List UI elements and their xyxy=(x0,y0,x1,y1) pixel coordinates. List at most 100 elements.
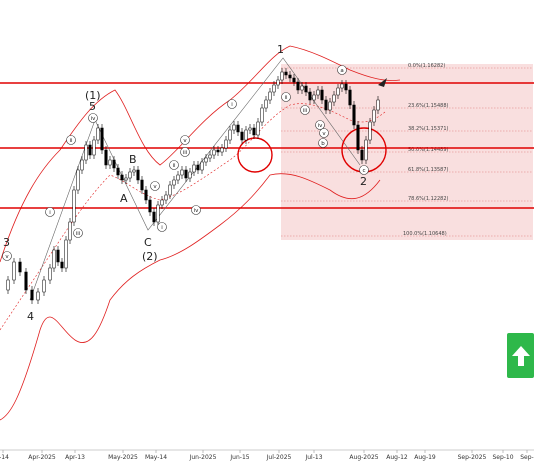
candle xyxy=(204,157,208,163)
minor-wave-label: c xyxy=(362,168,365,174)
x-tick-label: Sep- xyxy=(520,454,533,461)
candle xyxy=(180,169,184,176)
x-tick-label: Aug-2025 xyxy=(349,454,378,461)
candle xyxy=(36,291,40,301)
candle xyxy=(312,94,316,101)
candle xyxy=(336,87,340,96)
minor-wave-label: iii xyxy=(303,108,308,114)
minor-wave-label: v xyxy=(5,254,9,260)
minor-wave-marker xyxy=(157,222,167,232)
candle xyxy=(128,171,132,179)
candle xyxy=(12,261,16,281)
candle xyxy=(324,99,328,111)
candle xyxy=(88,144,92,156)
fib-label: 100.0%(1.10648) xyxy=(403,231,447,237)
candle xyxy=(18,261,22,273)
candle xyxy=(316,89,320,96)
candle xyxy=(188,171,192,179)
minor-wave-marker xyxy=(191,205,201,215)
minor-wave-label: iv xyxy=(91,116,97,122)
candle xyxy=(340,83,344,89)
x-tick-label: Sep-2025 xyxy=(458,454,487,461)
candle xyxy=(30,289,34,301)
x-tick-label: Sep-10 xyxy=(492,454,513,461)
x-tick-label: May-14 xyxy=(145,454,167,461)
minor-wave-label: i xyxy=(231,102,233,108)
candle xyxy=(64,239,68,269)
candle xyxy=(60,261,64,269)
x-tick-label: r-14 xyxy=(0,454,9,461)
minor-wave-marker xyxy=(66,135,76,145)
candle xyxy=(216,149,220,153)
candle xyxy=(192,164,196,173)
candle xyxy=(256,121,260,136)
buy-button[interactable] xyxy=(507,333,534,378)
candle xyxy=(288,74,292,79)
minor-wave-marker xyxy=(73,228,83,238)
x-tick-label: Apr-2025 xyxy=(28,454,56,461)
minor-wave-marker xyxy=(337,65,347,75)
x-tick-label: May-2025 xyxy=(108,454,138,461)
candle xyxy=(124,177,128,181)
fib-label: 50.0%(1.14489) xyxy=(408,147,449,153)
candle xyxy=(280,71,284,81)
candle xyxy=(348,89,352,106)
minor-wave-label: v xyxy=(322,131,326,137)
minor-wave-marker xyxy=(315,120,325,130)
candle xyxy=(72,189,76,223)
lower-band xyxy=(0,173,381,421)
fib-label: 23.6%(1.15488) xyxy=(408,103,449,109)
minor-wave-marker xyxy=(180,147,190,157)
minor-wave-label: b xyxy=(321,141,325,147)
candle xyxy=(300,85,304,91)
fib-label: 61.8%(1.13587) xyxy=(408,167,449,173)
candle xyxy=(308,91,312,101)
minor-wave-label: iii xyxy=(76,231,81,237)
candle xyxy=(68,221,72,241)
wave-label: B xyxy=(129,153,137,166)
minor-wave-marker xyxy=(227,99,237,109)
wave-label: 4 xyxy=(27,310,34,323)
minor-wave-label: v xyxy=(183,138,187,144)
candle xyxy=(42,279,46,293)
wave-label: C xyxy=(144,236,152,249)
wave-label: A xyxy=(120,192,128,205)
minor-wave-marker xyxy=(150,181,160,191)
candle xyxy=(140,179,144,191)
wave-label: 1 xyxy=(277,43,284,56)
x-axis-ticks: r-14 Apr-2025 Apr-13 May-2025 May-14 Jun-2025… xyxy=(0,450,534,461)
candle xyxy=(304,85,308,93)
minor-wave-label: i xyxy=(161,225,163,231)
fib-label: 0.0%(1.16282) xyxy=(408,63,445,69)
minor-wave-marker xyxy=(281,92,291,102)
candle xyxy=(6,279,10,291)
wave-label: 3 xyxy=(3,236,10,249)
candle xyxy=(152,211,156,223)
minor-wave-marker xyxy=(319,128,329,138)
candle xyxy=(328,101,332,111)
candle xyxy=(376,99,380,111)
candle xyxy=(236,124,240,133)
candle xyxy=(232,124,236,131)
fib-label: 78.6%(1.12282) xyxy=(408,196,449,202)
candle xyxy=(120,174,124,181)
candle xyxy=(184,169,188,179)
x-tick-label: Jul-2025 xyxy=(266,454,292,461)
minor-wave-marker xyxy=(45,207,55,217)
highlight-circle xyxy=(237,137,273,173)
candle xyxy=(96,127,100,141)
fib-label: 38.2%(1.15371) xyxy=(408,126,449,132)
x-tick-label: Aug-19 xyxy=(414,454,436,461)
minor-wave-label: iv xyxy=(318,123,324,129)
candle xyxy=(172,179,176,186)
wave-label: (1) xyxy=(85,89,101,102)
wave-label: (2) xyxy=(142,250,158,263)
price-arrow-icon xyxy=(378,78,387,87)
minor-wave-marker xyxy=(180,135,190,145)
candle xyxy=(352,104,356,126)
candle xyxy=(244,129,248,141)
candle xyxy=(368,121,372,141)
arrow-up-icon xyxy=(511,345,530,366)
candle xyxy=(296,81,300,91)
candle xyxy=(80,159,84,171)
